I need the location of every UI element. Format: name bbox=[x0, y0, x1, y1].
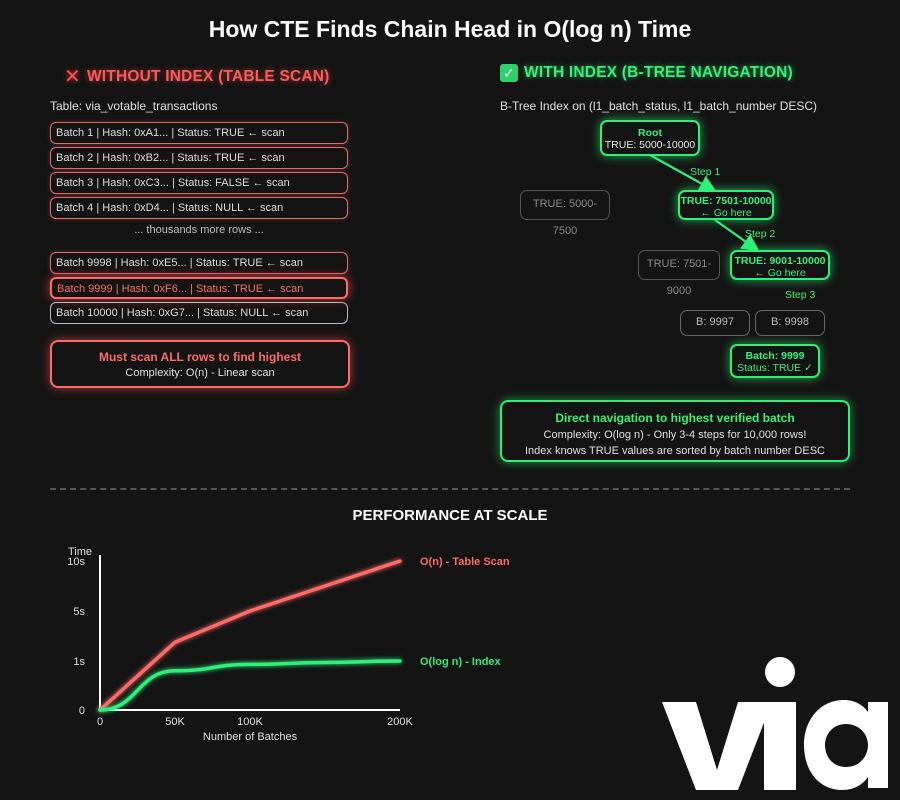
btree-leaf-node: B: 9997 bbox=[680, 310, 750, 336]
index-summary-note: Index knows TRUE values are sorted by ba… bbox=[525, 445, 825, 457]
x-tick-label: 50K bbox=[165, 716, 185, 728]
table-label: Table: via_votable_transactions bbox=[50, 99, 218, 113]
table-scan-series-line bbox=[98, 559, 402, 712]
index-series-line bbox=[98, 659, 402, 712]
table-row: Batch 4 | Hash: 0xD4... | Status: NULL ←… bbox=[50, 197, 348, 219]
without-index-heading: ✕ WITHOUT INDEX (TABLE SCAN) bbox=[64, 64, 330, 89]
table-row: Batch 10000 | Hash: 0xG7... | Status: NU… bbox=[50, 302, 348, 324]
cross-mark-icon: ✕ bbox=[64, 66, 81, 88]
y-tick-label: 10s bbox=[67, 556, 85, 568]
node2-range: TRUE: 7501-10000 bbox=[680, 195, 772, 207]
section-divider bbox=[50, 488, 850, 490]
table-scan-complexity: Complexity: O(n) - Linear scan bbox=[125, 367, 275, 379]
btree-target-leaf: Batch: 9999 Status: TRUE ✓ bbox=[730, 344, 820, 378]
step1-label: Step 1 bbox=[690, 166, 721, 178]
btree-left-child-node: TRUE: 5000-7500 bbox=[520, 190, 610, 237]
y-tick-label: 0 bbox=[79, 705, 85, 717]
table-scan-summary-title: Must scan ALL rows to find highest bbox=[98, 350, 301, 364]
performance-title: PERFORMANCE AT SCALE bbox=[352, 507, 548, 524]
table-row: Batch 2 | Hash: 0xB2... | Status: TRUE ←… bbox=[50, 147, 348, 169]
target-status: Status: TRUE ✓ bbox=[737, 362, 813, 374]
step3-label: Step 3 bbox=[785, 289, 816, 301]
btree-node-level2: TRUE: 7501-10000 ← Go here bbox=[678, 190, 774, 220]
step2-arrow bbox=[714, 219, 760, 252]
node3-range: TRUE: 9001-10000 bbox=[734, 255, 826, 267]
y-tick-label: 5s bbox=[73, 606, 85, 618]
x-tick-label: 100K bbox=[237, 716, 263, 728]
without-index-heading-label: WITHOUT INDEX (TABLE SCAN) bbox=[86, 67, 330, 85]
table-scan-summary: Must scan ALL rows to find highest Compl… bbox=[50, 340, 350, 388]
page-title: How CTE Finds Chain Head in O(log n) Tim… bbox=[208, 16, 692, 42]
index-summary-title: Direct navigation to highest verified ba… bbox=[555, 411, 795, 425]
table-row-highlighted: Batch 9999 | Hash: 0xF6... | Status: TRU… bbox=[50, 277, 348, 299]
node3-go-here: ← Go here bbox=[754, 267, 806, 279]
y-tick-label: 1s bbox=[73, 656, 85, 668]
more-rows-note: ... thousands more rows ... bbox=[134, 224, 264, 236]
step1-arrow bbox=[649, 154, 717, 193]
via-logo bbox=[662, 657, 888, 790]
x-axis-label: Number of Batches bbox=[203, 731, 298, 743]
table-row: Batch 3 | Hash: 0xC3... | Status: FALSE … bbox=[50, 172, 348, 194]
node2-go-here: ← Go here bbox=[700, 207, 752, 219]
performance-chart: Time 0 1s 5s 10s 0 50K 100K 200K Number of Batche… bbox=[67, 546, 510, 743]
btree-leaf-node: B: 9998 bbox=[755, 310, 825, 336]
target-batch: Batch: 9999 bbox=[745, 350, 805, 362]
root-range: TRUE: 5000-10000 bbox=[604, 139, 696, 151]
y-axis-label: Time bbox=[68, 546, 92, 558]
root-label: Root bbox=[638, 127, 662, 139]
btree-node-level3: TRUE: 9001-10000 ← Go here bbox=[730, 250, 830, 280]
table-row: Batch 9998 | Hash: 0xE5... | Status: TRU… bbox=[50, 252, 348, 274]
with-index-heading-label: WITH INDEX (B-TREE NAVIGATION) bbox=[524, 64, 793, 81]
btree-arrows bbox=[649, 154, 760, 252]
index-label: B-Tree Index on (l1_batch_status, l1_bat… bbox=[500, 99, 818, 113]
x-tick-label: 0 bbox=[97, 716, 103, 728]
index-summary: Direct navigation to highest verified ba… bbox=[500, 400, 850, 462]
with-index-heading: ✓ WITH INDEX (B-TREE NAVIGATION) bbox=[500, 64, 793, 82]
table-scan-series-label: O(n) - Table Scan bbox=[420, 556, 510, 568]
step2-label: Step 2 bbox=[745, 228, 776, 240]
btree-sibling-node: TRUE: 7501-9000 bbox=[638, 250, 720, 297]
check-mark-icon: ✓ bbox=[500, 64, 518, 82]
x-tick-label: 200K bbox=[387, 716, 413, 728]
index-series-label: O(log n) - Index bbox=[420, 656, 502, 668]
btree-root-node: Root TRUE: 5000-10000 bbox=[600, 120, 700, 156]
table-row: Batch 1 | Hash: 0xA1... | Status: TRUE ←… bbox=[50, 122, 348, 144]
index-complexity: Complexity: O(log n) - Only 3-4 steps fo… bbox=[543, 429, 807, 441]
